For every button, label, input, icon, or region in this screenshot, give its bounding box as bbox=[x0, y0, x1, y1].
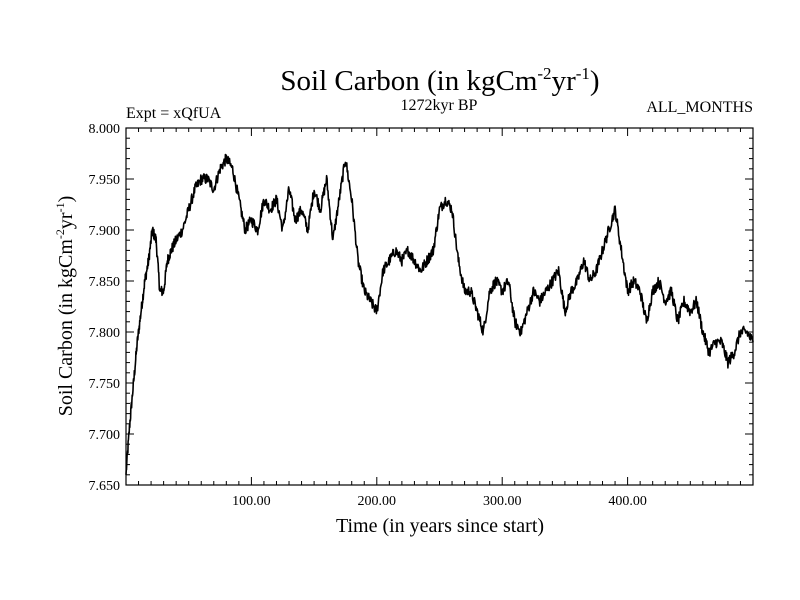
epoch-label: 1272kyr BP bbox=[401, 97, 478, 114]
x-tick-label: 200.00 bbox=[358, 494, 397, 509]
y-axis: 7.650 7.700 7.750 7.800 7.850 7.900 7.950 8.000 bbox=[89, 122, 753, 494]
y-tick-label: 7.750 bbox=[89, 377, 121, 392]
months-label: ALL_MONTHS bbox=[646, 99, 753, 116]
x-tick-label: 100.00 bbox=[232, 494, 271, 509]
chart-title: Soil Carbon (in kgCm-2yr-1) bbox=[280, 64, 599, 97]
y-tick-label: 7.900 bbox=[89, 224, 121, 239]
y-tick-label: 8.000 bbox=[89, 122, 121, 137]
x-axis: 100.00 200.00 300.00 400.00 bbox=[125, 128, 754, 509]
y-tick-label: 7.950 bbox=[89, 173, 121, 188]
y-axis-label: Soil Carbon (in kgCm-2yr-1) bbox=[53, 196, 77, 417]
x-tick-label: 300.00 bbox=[483, 494, 522, 509]
y-tick-label: 7.650 bbox=[89, 479, 121, 494]
x-tick-label: 400.00 bbox=[608, 494, 647, 509]
y-tick-label: 7.850 bbox=[89, 275, 121, 290]
y-tick-label: 7.700 bbox=[89, 428, 121, 443]
experiment-label: Expt = xQfUA bbox=[126, 105, 222, 122]
series-line-soil-carbon bbox=[125, 153, 754, 475]
plot-frame bbox=[125, 127, 754, 486]
y-tick-label: 7.800 bbox=[89, 326, 121, 341]
x-axis-label: Time (in years since start) bbox=[336, 515, 544, 537]
